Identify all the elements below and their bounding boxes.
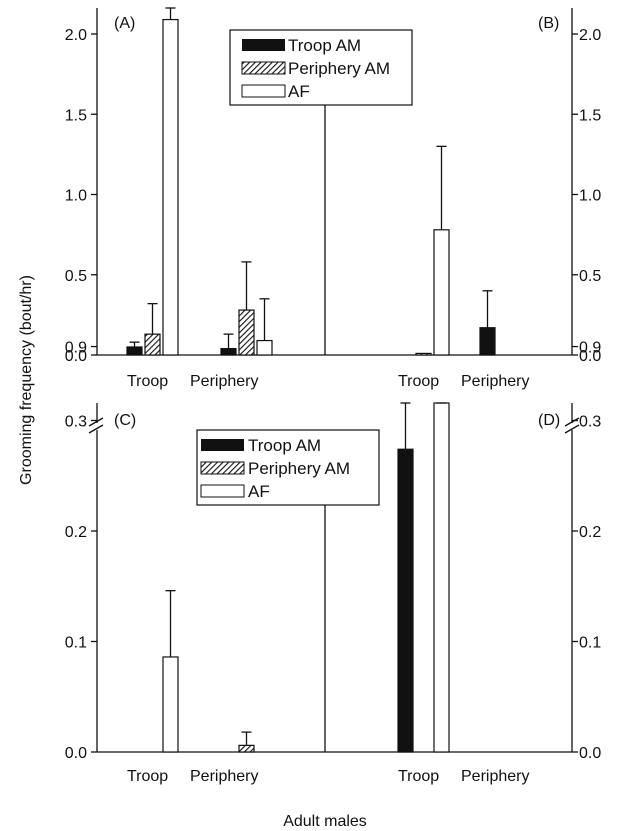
panel-label-c: (C) bbox=[114, 412, 136, 429]
bar--b--periphery-troop-am bbox=[479, 327, 496, 356]
bar--a--troop-periphery-am bbox=[144, 333, 161, 356]
y-tick-label-right: 0.0 bbox=[579, 745, 601, 762]
category-label-a-periphery: Periphery bbox=[190, 373, 258, 390]
y-tick-label-left: 0.0 bbox=[65, 348, 87, 365]
bar--c--troop-af bbox=[162, 656, 179, 753]
legend-top: Troop AM Periphery AM AF bbox=[229, 29, 413, 106]
bar--a--periphery-af bbox=[256, 339, 273, 356]
y-tick-label-right: 2.0 bbox=[579, 27, 601, 44]
legend-label-af: AF bbox=[288, 82, 310, 101]
axis-break-mark bbox=[88, 417, 104, 427]
y-tick-label-right: 0.5 bbox=[579, 268, 601, 285]
category-label-d-troop: Troop bbox=[398, 768, 439, 785]
y-tick-label-left: 0.2 bbox=[65, 524, 87, 541]
bar--a--troop-troop-am bbox=[126, 346, 143, 356]
legend-swatch-troop-am bbox=[201, 439, 244, 451]
legend-label-troop-am: Troop AM bbox=[288, 36, 361, 55]
panel-label-b: (B) bbox=[538, 15, 559, 32]
y-axis-title: Grooming frequency (bout/hr) bbox=[18, 275, 35, 485]
y-tick-label-left: 0.1 bbox=[65, 635, 87, 652]
bar--c--periphery-periphery-am bbox=[238, 744, 255, 753]
y-tick-label-right: 0.3 bbox=[579, 414, 601, 431]
legend-swatch-af bbox=[200, 484, 245, 498]
y-tick-label-right: 0.1 bbox=[579, 635, 601, 652]
bar--d--troop-af bbox=[433, 402, 450, 753]
category-label-b-periphery: Periphery bbox=[461, 373, 529, 390]
legend-swatch-periphery-am bbox=[200, 461, 245, 475]
panel-label-a: (A) bbox=[114, 15, 135, 32]
y-tick-label-left: 0.5 bbox=[65, 268, 87, 285]
legend-label-troop-am: Troop AM bbox=[248, 436, 321, 455]
y-tick-label-right: 0.2 bbox=[579, 524, 601, 541]
y-tick-label-right: 1.0 bbox=[579, 188, 601, 205]
axis-ticks: 0.0 0.0 0.5 0.5 1.0 1.0 1.5 1.5 2.0 2.0 0.0 0.0 0.1 0… bbox=[65, 27, 602, 762]
bar--a--periphery-troop-am bbox=[220, 347, 237, 356]
legend-label-periphery-am: Periphery AM bbox=[248, 459, 350, 478]
bar--b--troop-af bbox=[433, 229, 450, 356]
bar--a--periphery-periphery-am bbox=[238, 309, 255, 356]
bar--d--troop-troop-am bbox=[397, 448, 414, 753]
category-label-a-troop: Troop bbox=[127, 373, 168, 390]
axis-break-mark bbox=[564, 424, 580, 434]
y-tick-label-right: 0.0 bbox=[579, 348, 601, 365]
legend-swatch-troop-am bbox=[242, 39, 285, 51]
category-label-d-periphery: Periphery bbox=[461, 768, 529, 785]
bar--a--troop-af bbox=[162, 18, 179, 356]
legend-label-periphery-am: Periphery AM bbox=[288, 59, 390, 78]
y-tick-label-right: 0.9 bbox=[579, 340, 601, 357]
bars bbox=[126, 7, 496, 753]
y-tick-label-left: 0.3 bbox=[65, 414, 87, 431]
legend-label-af: AF bbox=[248, 482, 270, 501]
y-tick-label-left: 2.0 bbox=[65, 27, 87, 44]
legend-swatch-af bbox=[241, 84, 286, 98]
y-tick-label-left: 1.5 bbox=[65, 107, 87, 124]
legend-bottom: Troop AM Periphery AM AF bbox=[196, 429, 380, 506]
axis-break-gap-right bbox=[567, 423, 577, 430]
axis-break-mark bbox=[88, 424, 104, 434]
y-tick-label-left: 1.0 bbox=[65, 188, 87, 205]
x-axis-title: Adult males bbox=[283, 813, 367, 830]
legend-swatch-periphery-am bbox=[241, 61, 286, 75]
y-tick-label-left: 0.9 bbox=[65, 340, 87, 357]
category-label-c-periphery: Periphery bbox=[190, 768, 258, 785]
axis-break-mark bbox=[564, 417, 580, 427]
y-tick-label-right: 1.5 bbox=[579, 107, 601, 124]
category-label-c-troop: Troop bbox=[127, 768, 168, 785]
category-label-b-troop: Troop bbox=[398, 373, 439, 390]
y-tick-label-left: 0.0 bbox=[65, 745, 87, 762]
bar--b--troop-periphery-am bbox=[415, 352, 432, 356]
axis-break-gap-left bbox=[92, 423, 102, 430]
panel-label-d: (D) bbox=[538, 412, 560, 429]
axis-break-marks bbox=[88, 417, 580, 434]
